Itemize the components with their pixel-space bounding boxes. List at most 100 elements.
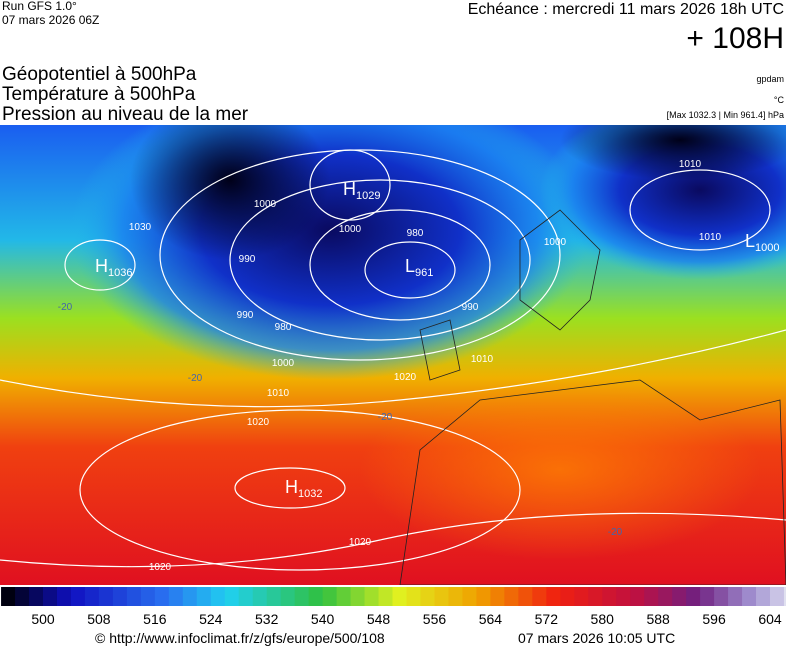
label: 1020 (349, 537, 372, 548)
colorbar-cell (546, 587, 561, 606)
colorbar-cell (1, 587, 16, 606)
colorbar-cell (602, 587, 617, 606)
colorbar-cell (336, 587, 352, 606)
colorbar-cell (644, 587, 659, 606)
colorbar-cell (560, 587, 575, 606)
colorbar-cell (252, 587, 268, 606)
colorbar-cell (462, 587, 477, 606)
label: 1030 (129, 222, 152, 233)
colorbar-cell (98, 587, 114, 606)
label: 1020 (247, 417, 270, 428)
colorbar: 500 508 516 524 532 540 548 556 564 572 580 588 596 6… (1, 587, 786, 627)
label: Echéance : mercredi 11 mars 2026 18h UTC (468, 1, 784, 18)
colorbar-cell (574, 587, 589, 606)
colorbar-cell (700, 587, 715, 606)
label: 1000 (544, 237, 567, 248)
center-letter: H (285, 477, 298, 497)
center-value: 1036 (108, 267, 132, 279)
pressure-center: H1032 (285, 477, 322, 500)
colorbar-tick-label: 548 (367, 611, 391, 627)
colorbar-cell (616, 587, 631, 606)
label: + 108H (686, 22, 784, 55)
label: 1000 (254, 199, 277, 210)
colorbar-cell (238, 587, 254, 606)
colorbar-cell (630, 587, 645, 606)
label: 980 (275, 322, 292, 333)
colorbar-tick-label: 524 (199, 611, 223, 627)
colorbar-cell (364, 587, 380, 606)
colorbar-cell (70, 587, 86, 606)
center-letter: H (95, 256, 108, 276)
colorbar-cell (154, 587, 170, 606)
colorbar-cell (770, 587, 785, 606)
colorbar-cell (210, 587, 226, 606)
colorbar-cell (84, 587, 100, 606)
colorbar-cell (728, 587, 743, 606)
colorbar-cell (672, 587, 687, 606)
label: 07 mars 2026 10:05 UTC (518, 630, 675, 646)
colorbar-cell (392, 587, 407, 606)
colorbar-tick-label: 596 (702, 611, 726, 627)
label: 1020 (149, 562, 172, 573)
center-value: 1032 (298, 488, 322, 500)
label: 990 (462, 302, 479, 313)
colorbar-cell (224, 587, 240, 606)
center-value: 1029 (356, 190, 380, 202)
colorbar-cell (448, 587, 463, 606)
colorbar-cell (168, 587, 184, 606)
label: Run GFS 1.0° (2, 0, 77, 13)
colorbar-cell (15, 587, 30, 606)
colorbar-cell (182, 587, 198, 606)
pressure-center: L1000 (745, 231, 780, 254)
label: 990 (237, 310, 254, 321)
colorbar-tick-label: 580 (591, 611, 615, 627)
label: Pression au niveau de la mer (2, 104, 249, 125)
colorbar-cell (756, 587, 771, 606)
center-value: 961 (415, 267, 433, 279)
colorbar-cell (588, 587, 603, 606)
colorbar-cell (742, 587, 757, 606)
colorbar-cell (504, 587, 519, 606)
center-letter: L (745, 231, 755, 251)
colorbar-tick-label: 604 (758, 611, 782, 627)
colorbar-tick-label: 508 (87, 611, 111, 627)
colorbar-tick-label: 564 (479, 611, 503, 627)
label: 1000 (339, 224, 362, 235)
colorbar-cell (280, 587, 296, 606)
colorbar-cell (532, 587, 547, 606)
colorbar-tick-label: 572 (535, 611, 559, 627)
colorbar-tick-label: 500 (31, 611, 55, 627)
label: 1000 (272, 358, 295, 369)
label: -20 (188, 373, 203, 384)
label: -20 (608, 527, 623, 538)
label: 1010 (699, 232, 722, 243)
label: [Max 1032.3 | Min 961.4] hPa (667, 110, 784, 120)
colorbar-cell (140, 587, 156, 606)
label: gpdam (756, 74, 784, 84)
colorbar-cell (350, 587, 366, 606)
label: 07 mars 2026 06Z (2, 13, 99, 27)
colorbar-cell (434, 587, 449, 606)
colorbar-cell (518, 587, 533, 606)
colorbar-tick-label: 516 (143, 611, 167, 627)
pressure-center: H1029 (343, 179, 380, 202)
colorbar-cell (378, 587, 394, 606)
pressure-center: L961 (405, 256, 433, 279)
colorbar-cell (126, 587, 142, 606)
colorbar-cell (56, 587, 72, 606)
colorbar-cell (196, 587, 212, 606)
label: Géopotentiel à 500hPa (2, 64, 197, 85)
colorbar-tick-label: 532 (255, 611, 279, 627)
colorbar-cell (308, 587, 324, 606)
map (0, 125, 786, 585)
colorbar-tick-label: 540 (311, 611, 335, 627)
label: 1020 (394, 372, 417, 383)
colorbar-cell (266, 587, 282, 606)
label: 980 (407, 228, 424, 239)
label: 1010 (471, 354, 494, 365)
colorbar-cell (29, 587, 44, 606)
label: 990 (239, 254, 256, 265)
colorbar-cell (294, 587, 310, 606)
colorbar-cell (658, 587, 673, 606)
